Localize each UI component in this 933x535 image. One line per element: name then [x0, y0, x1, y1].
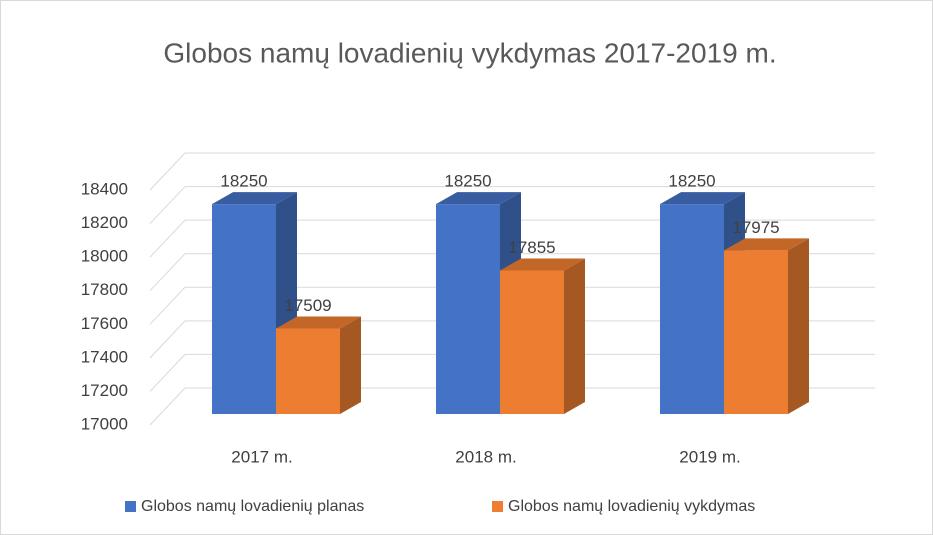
legend-swatch: [125, 501, 136, 512]
grid-line: [149, 286, 875, 325]
grid-line: [149, 387, 875, 426]
y-tick-label: 17600: [81, 314, 128, 333]
x-tick-label: 2017 m.: [231, 447, 292, 466]
bar: [276, 316, 361, 414]
grid-line: [149, 219, 875, 258]
bar: [500, 258, 585, 414]
value-label: 18250: [444, 172, 491, 191]
grid-line: [149, 320, 875, 359]
y-tick-label: 17400: [81, 347, 128, 366]
x-tick-label: 2018 m.: [455, 447, 516, 466]
bar-front: [436, 204, 500, 414]
bar-front: [500, 270, 564, 414]
value-label: 18250: [220, 172, 267, 191]
grid-line: [149, 253, 875, 292]
bar-front: [212, 204, 276, 414]
bar-front: [724, 250, 788, 414]
x-tick-label: 2019 m.: [679, 447, 740, 466]
bar-top: [660, 192, 745, 205]
y-tick-label: 18200: [81, 213, 128, 232]
bar-top: [212, 192, 297, 205]
bar-side: [564, 258, 585, 414]
value-label: 18250: [668, 172, 715, 191]
value-label: 17509: [284, 296, 331, 315]
value-label: 17975: [732, 218, 779, 237]
y-tick-label: 18000: [81, 247, 128, 266]
bar-side: [788, 238, 809, 414]
y-tick-label: 17000: [81, 414, 128, 433]
legend-label: Globos namų lovadienių planas: [141, 498, 364, 515]
bar-top: [436, 192, 521, 205]
value-label: 17855: [508, 238, 555, 257]
y-tick-label: 17200: [81, 381, 128, 400]
grid-line: [149, 152, 875, 191]
bar-top: [724, 238, 809, 251]
legend-label: Globos namų lovadienių vykdymas: [508, 498, 755, 515]
y-tick-label: 18400: [81, 179, 128, 198]
bar-front: [276, 328, 340, 414]
bar-top: [276, 316, 361, 329]
bar-front: [660, 204, 724, 414]
bar-side: [340, 316, 361, 414]
bar-top: [500, 258, 585, 271]
legend-swatch: [492, 501, 503, 512]
chart-title: Globos namų lovadienių vykdymas 2017-201…: [163, 37, 776, 68]
grid-line: [149, 353, 875, 392]
grid-line: [149, 186, 875, 224]
bar: [724, 238, 809, 414]
y-tick-label: 17800: [81, 280, 128, 299]
